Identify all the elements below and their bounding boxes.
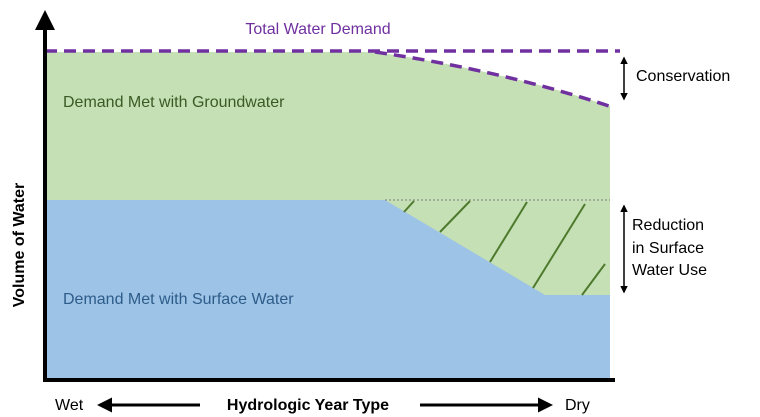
total-demand-label: Total Water Demand: [245, 21, 390, 38]
hatching: [403, 200, 606, 296]
reduction-label: Water Use: [632, 262, 707, 279]
reduction-label: in Surface: [632, 240, 704, 257]
surface-water-label: Demand Met with Surface Water: [63, 291, 294, 308]
surface-water-area: [45, 200, 610, 380]
groundwater-label: Demand Met with Groundwater: [63, 94, 285, 111]
reduction-label: Reduction: [632, 217, 704, 234]
dry-label: Dry: [565, 397, 590, 414]
x-axis-label: Hydrologic Year Type: [227, 397, 389, 414]
wet-label: Wet: [55, 397, 84, 414]
conserved-demand-line: [374, 50, 613, 109]
conservation-label: Conservation: [636, 68, 730, 85]
y-axis-label: Volume of Water: [11, 183, 28, 307]
